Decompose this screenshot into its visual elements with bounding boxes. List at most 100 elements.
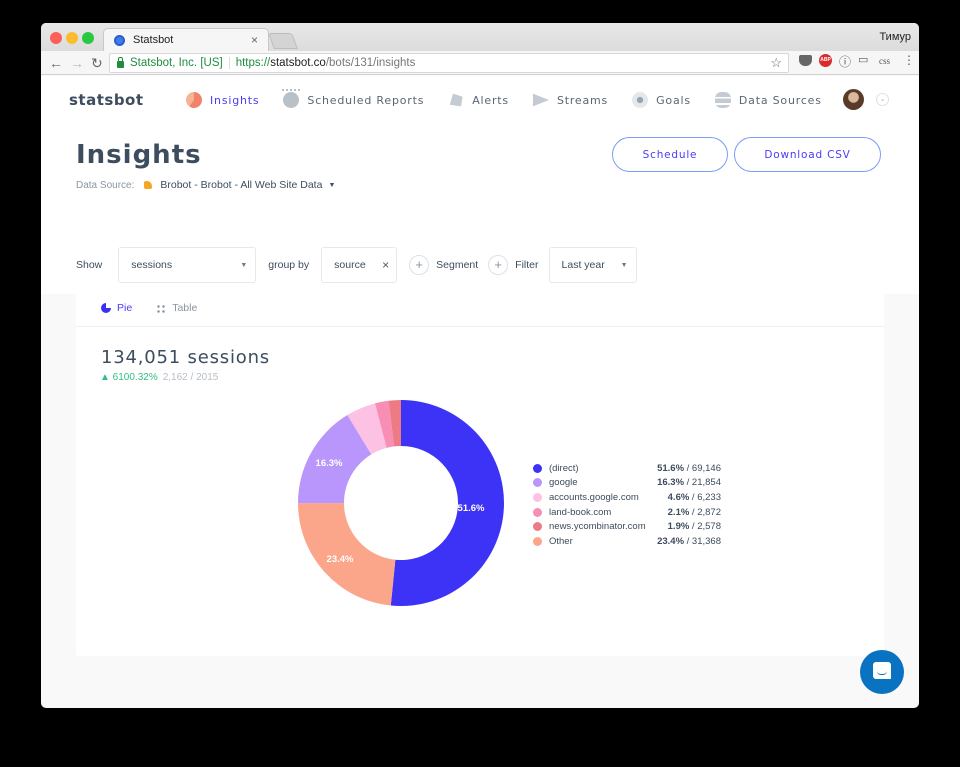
legend-label: news.ycombinator.com: [549, 521, 646, 533]
chart-card: Pie Table 134,051 sessions ▲ 6100.32% 2,…: [76, 290, 884, 656]
new-tab-button[interactable]: [268, 33, 298, 49]
caret-down-icon[interactable]: ▼: [328, 181, 336, 189]
nav-label: Scheduled Reports: [307, 93, 425, 107]
app-header: statsbot Insights Scheduled Reports Aler…: [41, 76, 919, 124]
add-segment-button[interactable]: + Segment: [409, 255, 478, 275]
adblock-plus-icon[interactable]: ABP: [819, 54, 832, 67]
pocket-icon[interactable]: [799, 55, 812, 66]
delta-reference: 2,162 / 2015: [162, 372, 219, 383]
donut-slice[interactable]: [374, 400, 395, 448]
donut-slice[interactable]: [390, 400, 504, 606]
chat-launcher-button[interactable]: [860, 650, 904, 694]
donut-slice[interactable]: [388, 400, 401, 447]
total-sessions: 134,051 sessions: [101, 347, 270, 368]
tab-table[interactable]: Table: [156, 302, 197, 314]
avatar[interactable]: [843, 89, 864, 110]
period-select[interactable]: Last year ▼: [548, 247, 637, 283]
reload-icon[interactable]: ↻: [91, 55, 103, 71]
slice-label-direct: 51.6%: [458, 503, 485, 514]
schedule-button[interactable]: Schedule: [612, 137, 728, 172]
data-source-value[interactable]: Brobot - Brobot - All Web Site Data: [160, 179, 323, 191]
legend-swatch: [533, 507, 542, 517]
browser-tab[interactable]: Statsbot ×: [103, 28, 269, 51]
legend-item[interactable]: google 16.3% / 21,854: [533, 476, 721, 491]
tab-pie[interactable]: Pie: [101, 302, 132, 314]
add-filter-button[interactable]: + Filter: [488, 255, 539, 275]
legend-item[interactable]: Other 23.4% / 31,368: [533, 534, 721, 549]
close-window-button[interactable]: [50, 32, 62, 44]
browser-window: Statsbot × Тимур ← → ↻ Statsbot, Inc. [U…: [41, 23, 919, 708]
page-title: Insights: [76, 140, 202, 170]
cast-icon[interactable]: ▭: [858, 54, 869, 66]
group-by-value: source: [334, 259, 366, 271]
tab-strip: Statsbot × Тимур: [41, 23, 919, 51]
info-icon[interactable]: ⓘ: [839, 55, 852, 69]
data-source-selector[interactable]: Data Source: Brobot - Brobot - All Web S…: [76, 179, 335, 191]
donut-slice[interactable]: [298, 415, 372, 504]
chevron-down-icon[interactable]: ⌄: [876, 93, 889, 106]
nav-label: Data Sources: [738, 93, 822, 107]
comparison: ▲ 6100.32% 2,162 / 2015: [100, 372, 218, 383]
caret-down-icon: ▼: [240, 261, 248, 269]
play-stream-icon: [532, 93, 549, 107]
tab-close-icon[interactable]: ×: [250, 33, 258, 47]
nav-data-sources[interactable]: Data Sources: [714, 92, 822, 108]
clear-icon[interactable]: ×: [382, 258, 390, 272]
legend-swatch: [533, 536, 542, 546]
legend-value: 1.9% / 2,578: [667, 521, 721, 533]
nav-streams[interactable]: Streams: [532, 92, 608, 108]
donut-slice[interactable]: [298, 503, 396, 606]
query-builder: Show sessions ▼ group by source × + Segm…: [76, 247, 649, 283]
tab-label: Table: [172, 302, 198, 314]
legend-value: 16.3% / 21,854: [657, 477, 721, 489]
group-by-select[interactable]: source ×: [321, 247, 398, 283]
donut-slice[interactable]: [347, 403, 387, 455]
legend-label: accounts.google.com: [549, 491, 639, 503]
url-path: /bots/131/insights: [325, 57, 416, 69]
slice-label-google: 16.3%: [316, 458, 343, 469]
page-header: Insights Data Source: Brobot - Brobot - …: [41, 124, 919, 294]
segment-label: Segment: [436, 259, 479, 271]
url-scheme: https://: [235, 57, 271, 69]
bookmark-star-icon[interactable]: ☆: [770, 55, 782, 70]
metric-select[interactable]: sessions ▼: [118, 247, 257, 283]
nav-goals[interactable]: Goals: [632, 92, 691, 108]
legend-item[interactable]: land-book.com 2.1% / 2,872: [533, 505, 721, 520]
secure-origin-label: Statsbot, Inc. [US]: [130, 57, 230, 69]
google-analytics-icon: [144, 181, 153, 189]
pie-chart-icon: [101, 303, 111, 313]
show-label: Show: [76, 259, 103, 271]
legend-label: land-book.com: [549, 506, 612, 518]
forward-arrow-icon[interactable]: →: [70, 55, 84, 71]
target-icon: [632, 92, 649, 108]
bell-icon: [449, 93, 463, 107]
statsbot-favicon-icon: [114, 34, 125, 46]
legend-item[interactable]: news.ycombinator.com 1.9% / 2,578: [533, 519, 721, 534]
profile-name[interactable]: Тимур: [879, 31, 911, 43]
pie-chart-icon: [186, 92, 202, 108]
nav-insights[interactable]: Insights: [186, 92, 259, 108]
legend-value: 4.6% / 6,233: [667, 491, 721, 503]
plus-icon: +: [409, 255, 430, 275]
css-icon[interactable]: css: [879, 56, 890, 66]
alarm-clock-icon: [282, 89, 301, 108]
legend-swatch: [533, 492, 542, 502]
download-csv-button[interactable]: Download CSV: [734, 137, 881, 172]
donut-chart[interactable]: 51.6% 16.3% 23.4%: [298, 400, 504, 606]
browser-toolbar: ← → ↻ Statsbot, Inc. [US] https:// stats…: [41, 51, 919, 75]
menu-icon[interactable]: ⋮: [903, 53, 915, 67]
logo[interactable]: statsbot: [69, 91, 144, 109]
nav-label: Goals: [656, 93, 691, 107]
legend-label: google: [549, 477, 578, 489]
back-arrow-icon[interactable]: ←: [49, 55, 63, 71]
nav-alerts[interactable]: Alerts: [448, 92, 509, 108]
minimize-window-button[interactable]: [66, 32, 78, 44]
legend-item[interactable]: (direct) 51.6% / 69,146: [533, 461, 721, 476]
nav-label: Alerts: [472, 93, 509, 107]
maximize-window-button[interactable]: [82, 32, 94, 44]
legend-swatch: [533, 478, 542, 488]
legend-item[interactable]: accounts.google.com 4.6% / 6,233: [533, 490, 721, 505]
nav-scheduled-reports[interactable]: Scheduled Reports: [282, 89, 425, 108]
address-bar[interactable]: Statsbot, Inc. [US] https:// statsbot.co…: [109, 53, 789, 73]
view-tabs: Pie Table: [76, 290, 884, 327]
